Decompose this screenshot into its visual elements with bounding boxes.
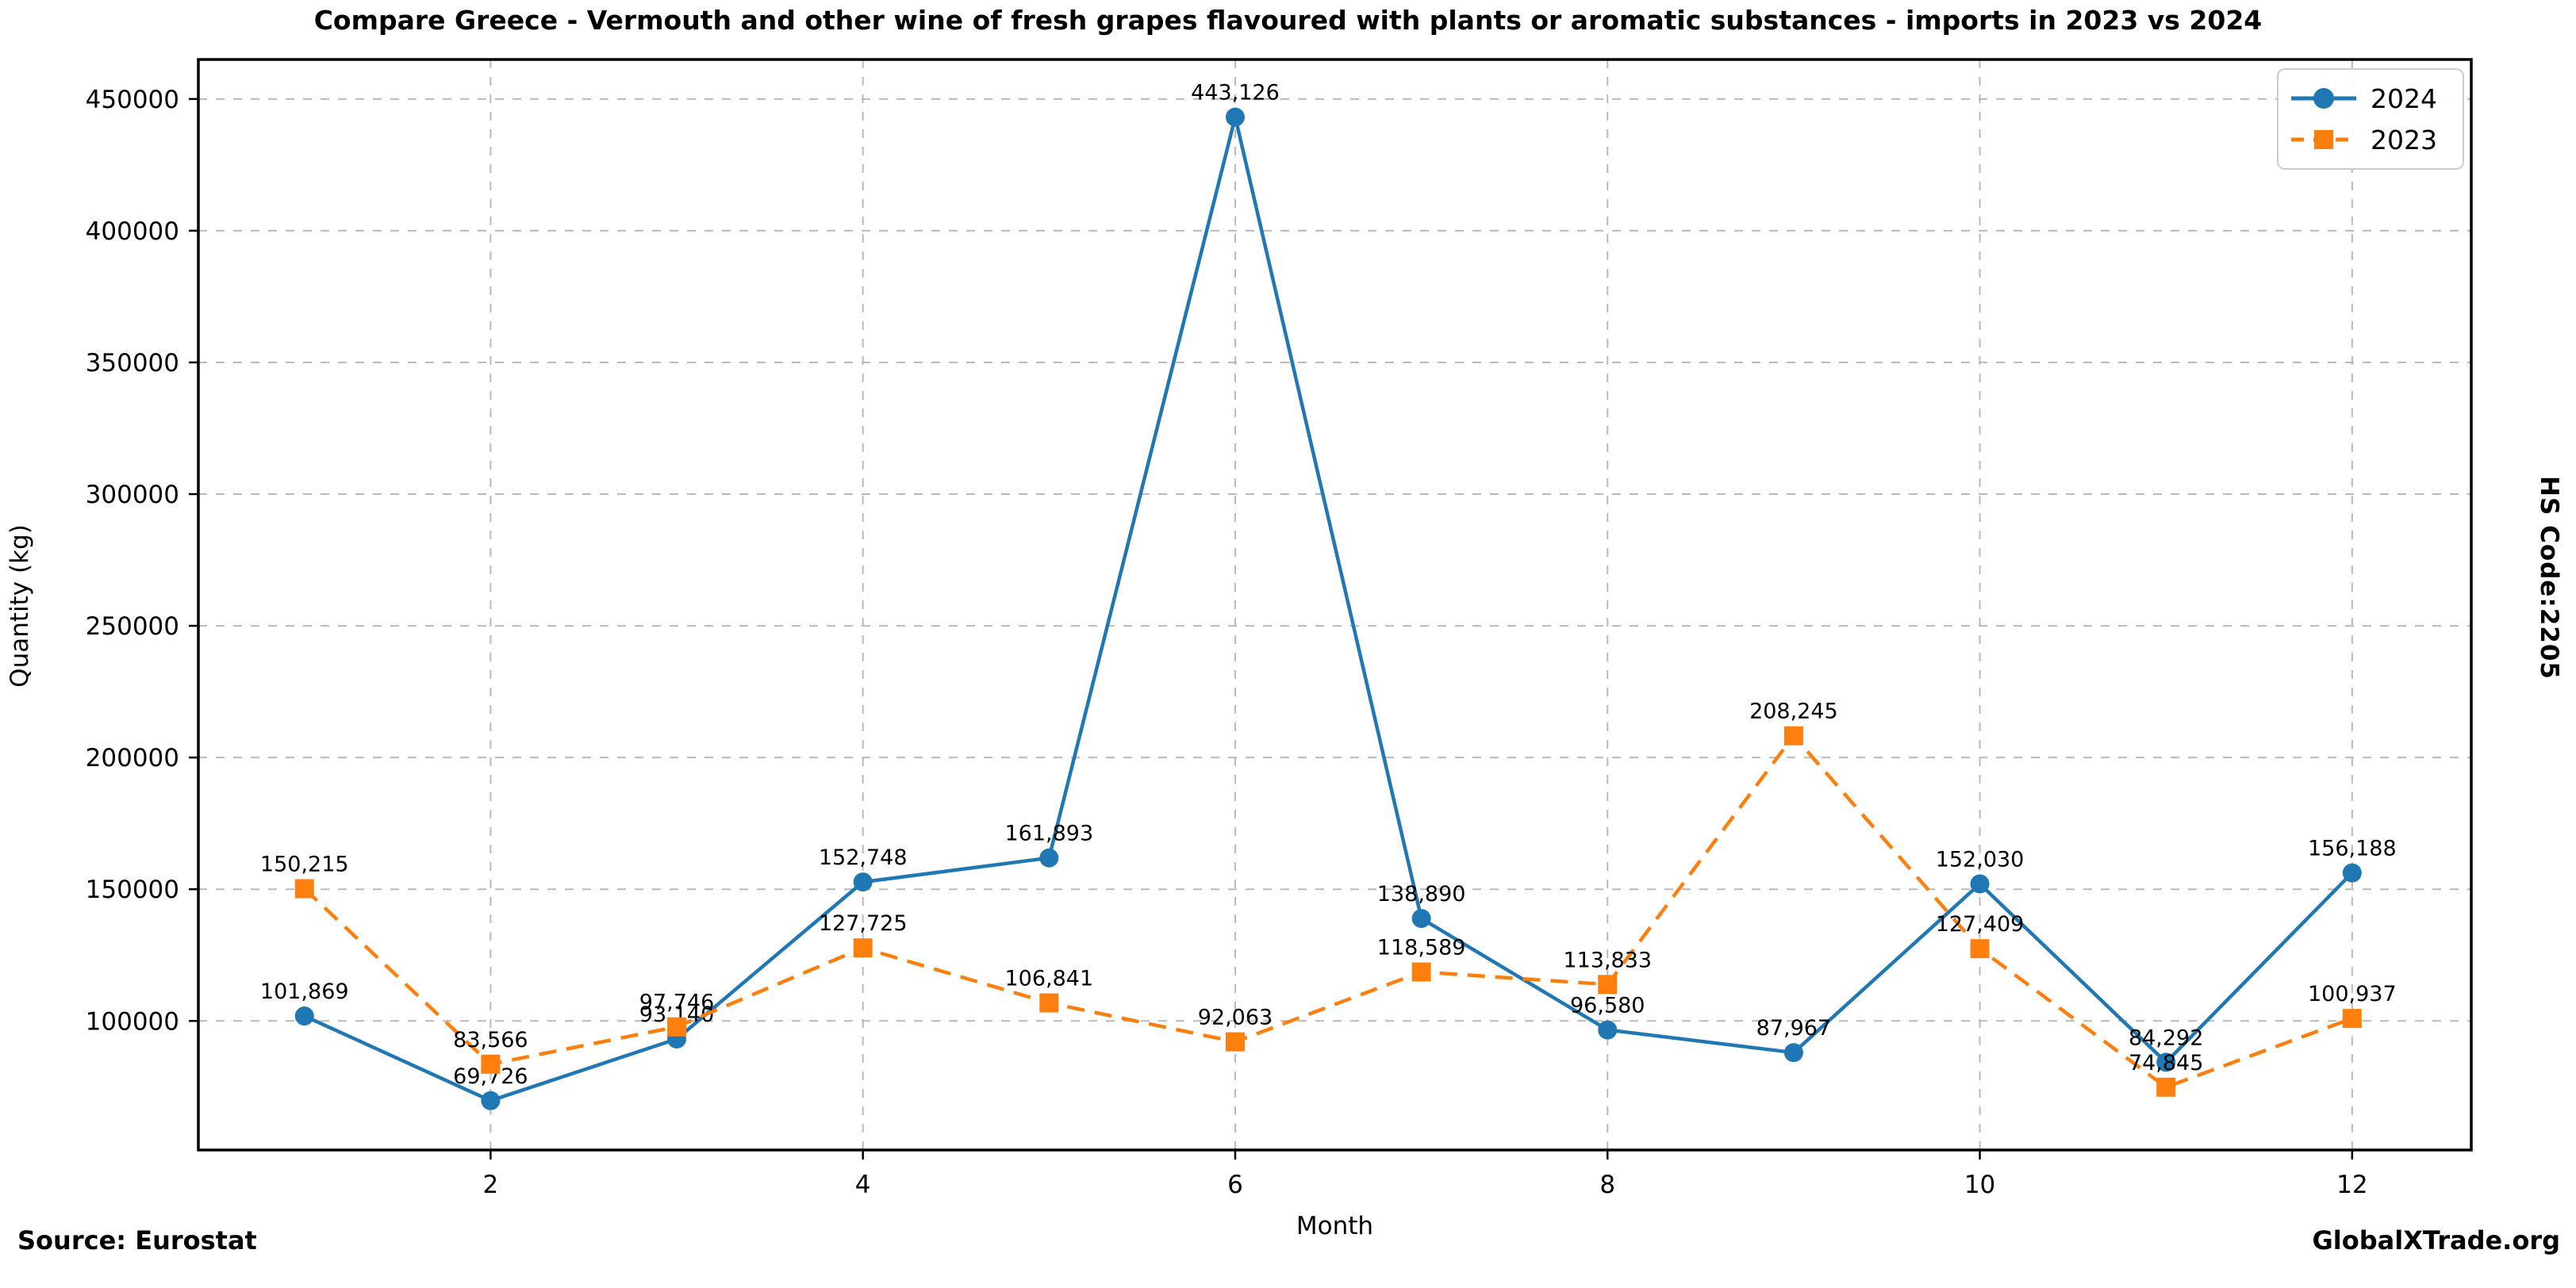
data-point-label-2024: 161,893 — [1004, 822, 1093, 846]
legend-marker-0 — [2313, 88, 2334, 109]
data-point-2024 — [1039, 848, 1059, 868]
series-line-2024 — [303, 115, 2354, 1103]
data-point-label-2024: 138,890 — [1377, 882, 1466, 907]
data-point-label-2023: 97,746 — [639, 991, 714, 1015]
data-point-label-2023: 208,245 — [1749, 700, 1838, 724]
chart-title: Compare Greece - Vermouth and other wine… — [313, 5, 2263, 36]
plot-frame — [197, 58, 2473, 1152]
data-point-2024 — [1970, 874, 1990, 894]
legend-marker-1 — [2314, 130, 2333, 149]
x-tick-label: 12 — [2336, 1171, 2367, 1199]
data-point-2024 — [2342, 863, 2362, 883]
data-point-label-2024: 443,126 — [1191, 81, 1280, 105]
data-point-2023 — [1970, 939, 1990, 959]
data-point-label-2024: 87,967 — [1756, 1016, 1831, 1041]
data-point-2023 — [853, 938, 873, 958]
legend-sample-2024 — [2291, 88, 2356, 109]
brand-note: GlobalXTrade.org — [2312, 1225, 2560, 1255]
legend-sample-2023 — [2291, 130, 2356, 149]
data-point-2024 — [1225, 107, 1245, 127]
legend-label-2024: 2024 — [2371, 82, 2437, 114]
y-tick-label: 450000 — [86, 86, 179, 114]
data-point-2023 — [1598, 975, 1618, 995]
x-tick-label: 6 — [1227, 1171, 1243, 1199]
data-point-label-2023: 74,845 — [2129, 1051, 2203, 1075]
hs-code-note: HS Code:2205 — [2535, 476, 2563, 680]
data-point-2023 — [1225, 1032, 1245, 1052]
data-point-label-2023: 113,833 — [1563, 948, 1652, 972]
y-tick-label: 250000 — [86, 612, 179, 641]
data-point-2023 — [1039, 993, 1059, 1013]
y-tick-label: 300000 — [86, 481, 179, 509]
legend-label-2023: 2023 — [2371, 124, 2437, 155]
y-tick-label: 400000 — [86, 217, 179, 246]
data-point-2023 — [2342, 1009, 2362, 1029]
data-point-label-2024: 101,869 — [260, 979, 349, 1004]
y-tick-label: 350000 — [86, 349, 179, 378]
y-tick-label: 100000 — [86, 1007, 179, 1036]
data-point-2024 — [853, 872, 873, 892]
source-note: Source: Eurostat — [17, 1225, 257, 1255]
x-axis-label: Month — [1296, 1212, 1374, 1240]
data-point-label-2023: 83,566 — [453, 1028, 528, 1052]
data-point-2024 — [294, 1006, 314, 1026]
x-tick-label: 10 — [1964, 1171, 1995, 1199]
data-point-2024 — [1411, 909, 1431, 929]
data-point-2023 — [1783, 726, 1803, 746]
data-point-label-2024: 152,030 — [1936, 847, 2025, 872]
data-point-label-2023: 118,589 — [1377, 936, 1466, 960]
x-tick-label: 8 — [1599, 1171, 1615, 1199]
series-line-2023 — [303, 734, 2353, 1090]
data-point-label-2024: 96,580 — [1570, 994, 1645, 1018]
data-point-2023 — [294, 879, 314, 899]
data-point-2024 — [1598, 1020, 1618, 1040]
data-point-2024 — [2156, 1052, 2176, 1072]
y-tick-label: 150000 — [86, 876, 179, 904]
x-tick-label: 4 — [855, 1171, 871, 1199]
data-point-label-2024: 152,748 — [819, 845, 908, 870]
legend: 2024 2023 — [2277, 68, 2464, 170]
data-point-label-2023: 127,725 — [819, 911, 908, 936]
data-point-2024 — [1783, 1043, 1803, 1063]
data-point-label-2023: 127,409 — [1936, 912, 2025, 937]
data-point-label-2023: 150,215 — [260, 852, 349, 876]
data-point-label-2023: 100,937 — [2308, 982, 2397, 1006]
data-point-2023 — [481, 1054, 501, 1074]
data-point-label-2023: 92,063 — [1198, 1006, 1273, 1030]
data-point-label-2024: 84,292 — [2129, 1025, 2203, 1050]
x-tick-label: 2 — [483, 1171, 499, 1199]
data-point-2024 — [481, 1091, 501, 1110]
legend-item-2024: 2024 — [2290, 78, 2451, 119]
data-point-label-2023: 106,841 — [1004, 967, 1093, 991]
data-point-2023 — [1411, 962, 1431, 982]
legend-item-2023: 2023 — [2290, 119, 2451, 160]
y-axis-label: Quantity (kg) — [6, 524, 34, 688]
data-point-label-2024: 156,188 — [2308, 837, 2397, 861]
data-point-2023 — [667, 1017, 687, 1037]
data-point-2023 — [2156, 1077, 2176, 1097]
y-tick-label: 200000 — [86, 744, 179, 772]
